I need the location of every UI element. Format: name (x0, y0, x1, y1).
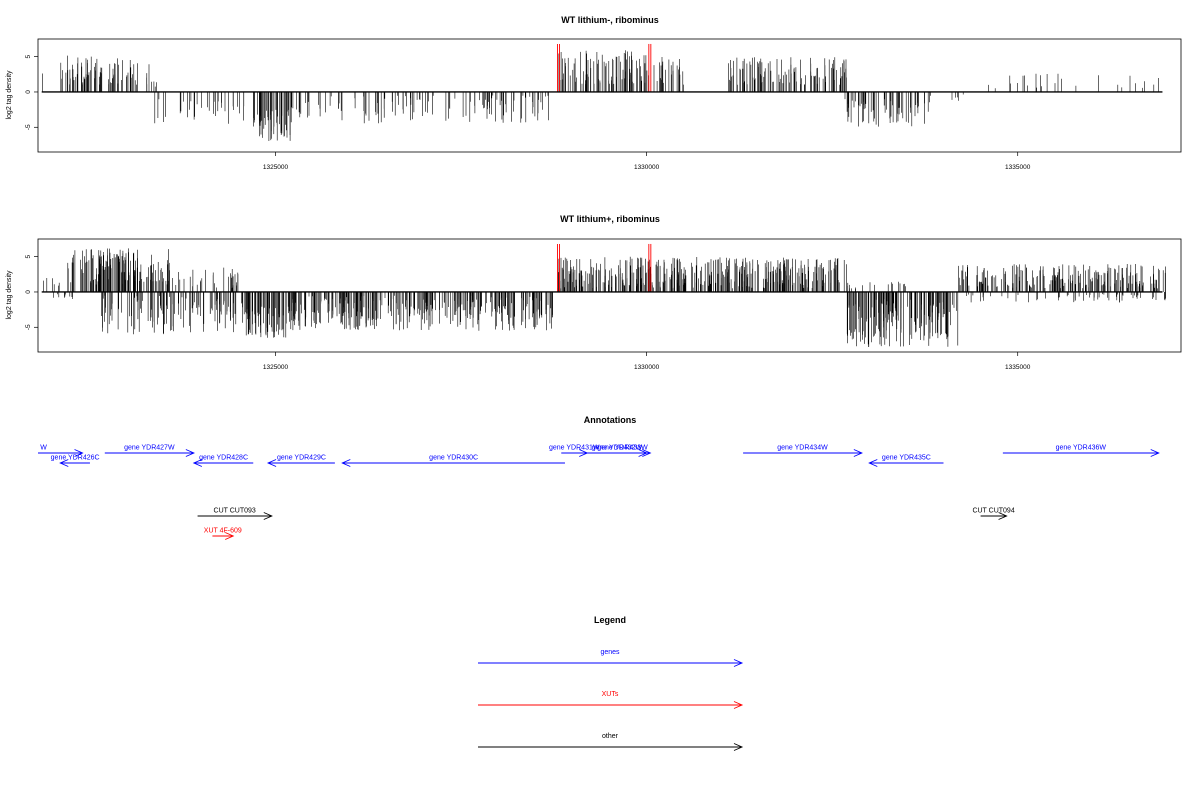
feature-label: gene YDR434W (777, 445, 828, 452)
feature-label: CUT CUT093 (214, 508, 256, 515)
y-tick-label: 0 (25, 290, 32, 294)
arrow-head (266, 459, 277, 467)
feature-arrow (868, 459, 944, 467)
feature-label: CUT CUT094 (972, 508, 1014, 515)
arrow-head (74, 449, 84, 457)
feature-label: gene YDR435C (882, 455, 931, 462)
arrow-head (341, 459, 351, 467)
feature-arrow (594, 449, 652, 457)
feature-arrow (743, 449, 863, 457)
y-axis-label: log2 tag density (6, 70, 13, 120)
track-title: WT lithium-, ribominus (561, 15, 659, 25)
y-tick-label: 0 (25, 90, 32, 94)
arrow-head (1150, 449, 1160, 457)
legend-panel: Legend genes XUTs other (478, 615, 744, 751)
y-tick-label: 5 (25, 54, 32, 58)
feature-label: XUT 4F-609 (204, 528, 242, 535)
legend-title: Legend (594, 615, 626, 625)
feature-arrow (38, 449, 84, 457)
arrow-head (192, 459, 203, 467)
arrow-head (185, 449, 195, 457)
x-tick-label: 1330000 (634, 364, 660, 371)
feature-label: gene YDR436W (1056, 445, 1107, 452)
feature-label: gene YDR428C (199, 455, 248, 462)
arrow-head (263, 512, 273, 520)
feature-label: gene YDR433W (597, 445, 648, 452)
arrow-head (733, 659, 744, 667)
y-tick-label: -5 (25, 124, 32, 130)
arrow-head (998, 512, 1008, 520)
arrow-head (59, 459, 69, 467)
plot-frame (37, 238, 1182, 353)
bars (41, 43, 1163, 141)
feature-label: gene YDR426C (51, 455, 100, 462)
legend-arrow (478, 701, 744, 709)
feature-arrow (59, 459, 90, 467)
feature-arrow (192, 459, 254, 467)
feature-arrow (341, 459, 565, 467)
legend-arrow (478, 743, 744, 751)
track-lithium-minus: WT lithium-, ribominus log2 tag density … (6, 15, 1182, 171)
feature-label: gene YDR429C (277, 455, 326, 462)
feature-arrow (266, 459, 335, 467)
x-ticks: 1325000 1330000 1335000 (263, 152, 1031, 171)
track-title: WT lithium+, ribominus (560, 214, 660, 224)
feature-label: gene YDR430C (429, 455, 478, 462)
x-tick-label: 1325000 (263, 164, 289, 171)
x-tick-label: 1330000 (634, 164, 660, 171)
bars (41, 243, 1166, 347)
arrow-head (868, 459, 878, 467)
legend-arrow (478, 659, 744, 667)
feature-label: W (40, 445, 47, 452)
feature-arrow (212, 532, 235, 540)
feature-label: gene YDR431W (549, 445, 600, 452)
feature-arrow (980, 512, 1008, 520)
y-axis-label: log2 tag density (6, 270, 13, 320)
x-ticks: 1325000 1330000 1335000 (263, 352, 1031, 371)
legend-label: XUTs (602, 691, 619, 698)
arrow-head (225, 532, 235, 540)
feature-arrow (1002, 449, 1160, 457)
arrow-head (642, 449, 652, 457)
arrow-head (853, 449, 863, 457)
x-tick-label: 1325000 (263, 364, 289, 371)
feature-label: gene YDR432W (592, 445, 643, 452)
annotations-title: Annotations (584, 415, 637, 425)
legend-label: other (602, 733, 619, 740)
legend-label: genes (600, 649, 620, 656)
y-tick-label: 5 (25, 254, 32, 258)
y-ticks: 5 0 -5 (25, 54, 38, 130)
track-lithium-plus: WT lithium+, ribominus log2 tag density … (6, 214, 1182, 371)
x-tick-label: 1335000 (1005, 164, 1031, 171)
y-tick-label: -5 (25, 324, 32, 330)
plot-frame (37, 38, 1182, 153)
x-tick-label: 1335000 (1005, 364, 1031, 371)
feature-label: gene YDR427W (124, 445, 175, 452)
feature-arrow (197, 512, 273, 520)
arrow-head (733, 701, 744, 709)
y-ticks: 5 0 -5 (25, 254, 38, 330)
legend-items: genes XUTs other (478, 649, 744, 751)
feature-arrow (104, 449, 195, 457)
arrow-head (733, 743, 744, 751)
